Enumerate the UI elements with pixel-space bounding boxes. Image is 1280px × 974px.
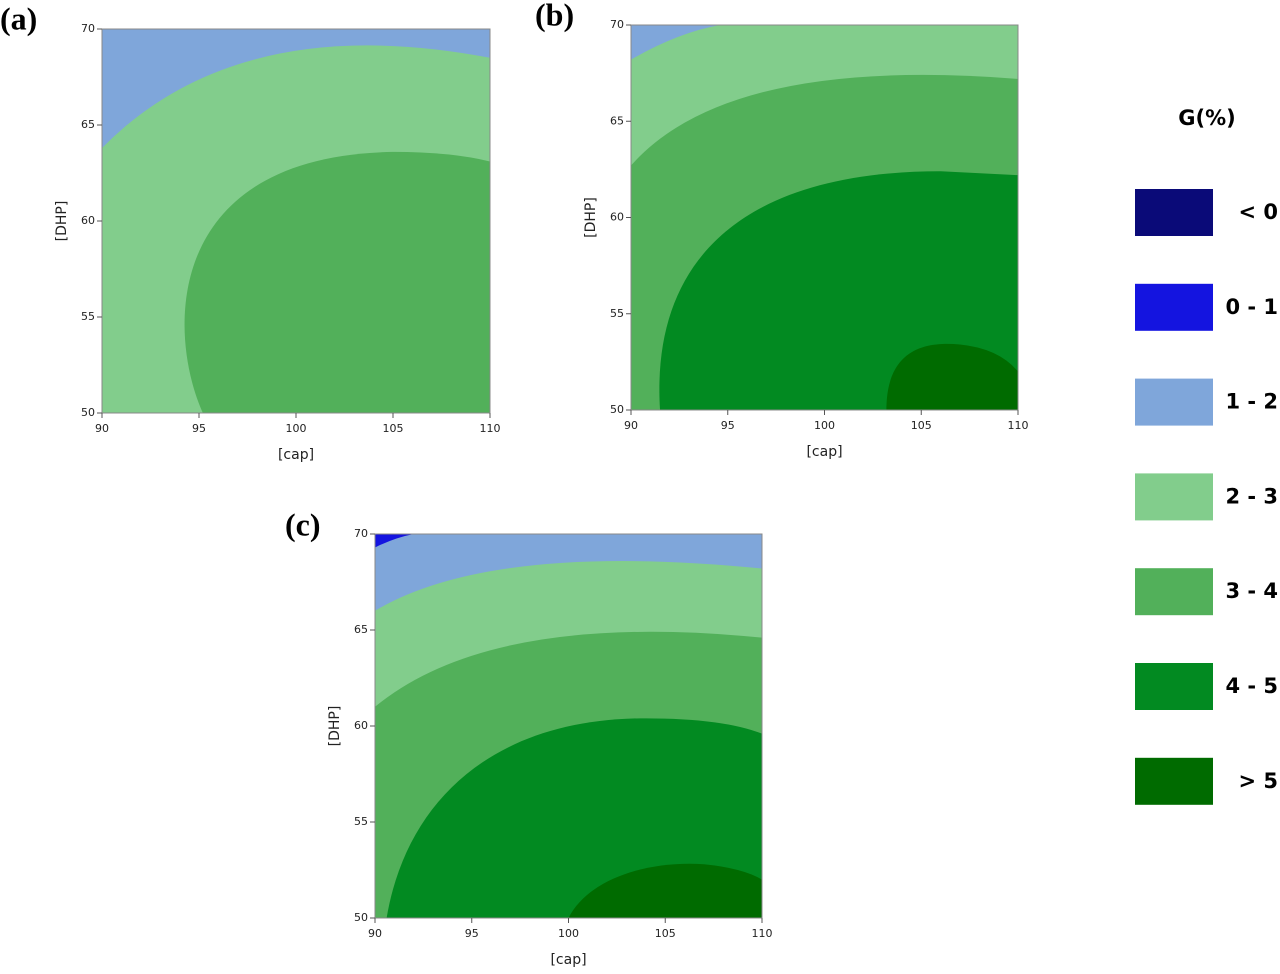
x-tick-label: 105	[655, 927, 676, 940]
x-tick-label: 105	[911, 419, 932, 432]
contour-plot: 90 95 100 105 110 50 55 60 65 70 [cap] [DHP] (b)	[535, 0, 1029, 460]
y-tick-label: 65	[610, 114, 624, 127]
contour-plot: 90 95 100 105 110 50 55 60 65 70 [cap] [DHP] (c)	[285, 506, 773, 968]
panel-label: (c)	[285, 506, 321, 542]
y-tick-label: 50	[81, 406, 95, 419]
x-tick-label: 105	[383, 422, 404, 435]
y-tick-label: 55	[81, 310, 95, 323]
x-axis-label: [cap]	[278, 447, 314, 463]
y-tick-label: 70	[354, 527, 368, 540]
legend-swatch	[1135, 757, 1213, 805]
legend-label: 3 - 4	[1225, 579, 1278, 603]
legend-label: 0 - 1	[1225, 295, 1278, 319]
legend-label: 4 - 5	[1225, 674, 1278, 698]
y-tick-label: 50	[610, 403, 624, 416]
x-axis-label: [cap]	[806, 444, 842, 460]
legend-label: 1 - 2	[1225, 390, 1278, 414]
legend-title: G(%)	[1178, 106, 1235, 130]
y-axis-label: [DHP]	[583, 197, 599, 238]
x-tick-label: 90	[95, 422, 109, 435]
contour-band	[375, 534, 414, 548]
panel-label: (b)	[535, 0, 574, 32]
x-axis-label: [cap]	[550, 952, 586, 968]
legend-swatch	[1135, 189, 1213, 236]
contour-band	[184, 151, 491, 413]
contour-band	[886, 343, 1018, 410]
x-tick-label: 95	[465, 927, 479, 940]
y-tick-label: 55	[610, 307, 624, 320]
y-tick-label: 60	[354, 719, 368, 732]
x-tick-label: 90	[624, 419, 638, 432]
contour-bands	[102, 29, 491, 413]
legend-swatch	[1135, 663, 1213, 710]
contour-bands	[375, 534, 762, 918]
legend-swatch	[1135, 473, 1213, 521]
legend: G(%) < 0 0 - 1 1 - 2 2 - 3 3 - 4 4 - 5 > 5	[1135, 106, 1278, 805]
contour-band	[631, 25, 721, 60]
panel-label: (a)	[0, 0, 37, 36]
y-axis-label: [DHP]	[54, 201, 70, 242]
legend-label: < 0	[1238, 200, 1278, 224]
x-tick-label: 110	[1008, 419, 1029, 432]
y-axis-label: [DHP]	[327, 706, 343, 747]
x-tick-label: 95	[192, 422, 206, 435]
legend-label: > 5	[1238, 769, 1278, 793]
x-tick-label: 100	[286, 422, 307, 435]
x-tick-label: 100	[558, 927, 579, 940]
legend-label: 2 - 3	[1225, 484, 1278, 508]
legend-swatch	[1135, 283, 1213, 331]
y-tick-label: 70	[81, 22, 95, 35]
contour-plot: 90 95 100 105 110 50 55 60 65 70 [cap] [DHP] (a)	[0, 0, 501, 463]
x-tick-label: 100	[814, 419, 835, 432]
y-tick-label: 60	[81, 214, 95, 227]
y-tick-label: 65	[354, 623, 368, 636]
legend-swatch	[1135, 568, 1213, 616]
x-tick-label: 110	[480, 422, 501, 435]
contour-band	[568, 863, 762, 918]
y-tick-label: 60	[610, 211, 624, 224]
y-tick-label: 55	[354, 815, 368, 828]
legend-swatch	[1135, 378, 1213, 426]
x-tick-label: 95	[721, 419, 735, 432]
contour-bands	[631, 25, 1018, 410]
x-tick-label: 90	[368, 927, 382, 940]
x-tick-label: 110	[752, 927, 773, 940]
y-tick-label: 50	[354, 911, 368, 924]
y-tick-label: 65	[81, 118, 95, 131]
y-tick-label: 70	[610, 18, 624, 31]
